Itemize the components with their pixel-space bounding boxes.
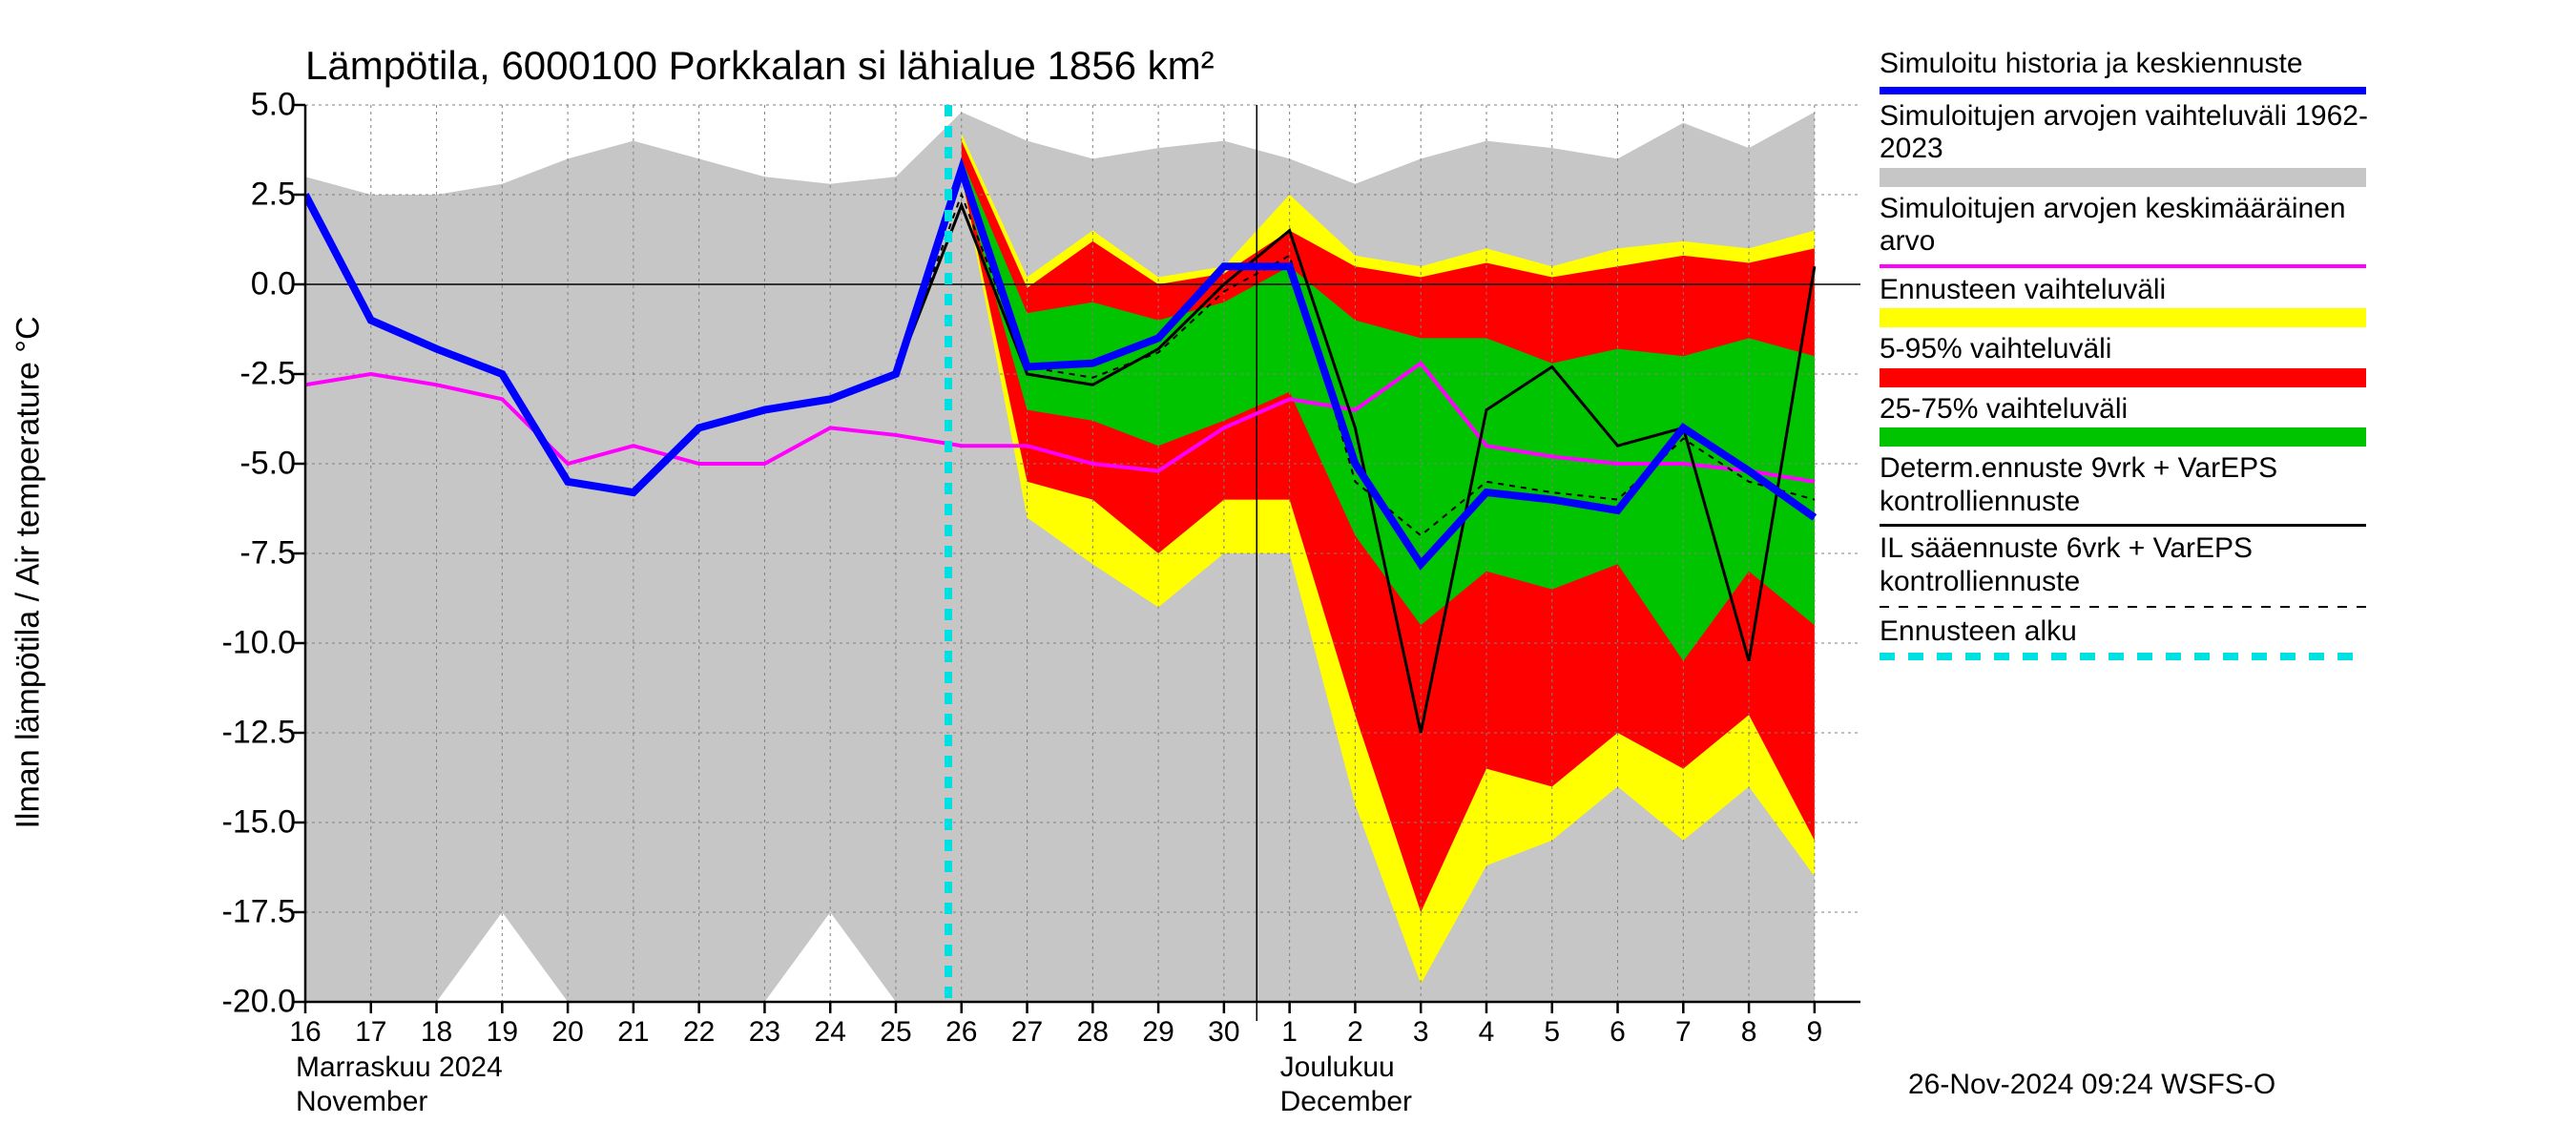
legend-item-blue: Simuloitu historia ja keskiennuste <box>1880 48 2376 94</box>
legend-item-red: 5-95% vaihteluväli <box>1880 333 2376 387</box>
x-tick-label: 28 <box>1077 1016 1109 1049</box>
x-tick-label: 22 <box>683 1016 715 1049</box>
legend-swatch <box>1880 368 2366 387</box>
legend-label: 5-95% vaihteluväli <box>1880 333 2376 366</box>
legend-swatch <box>1880 653 2366 660</box>
x-tick-label: 5 <box>1544 1016 1560 1049</box>
y-tick-label: -15.0 <box>191 804 296 842</box>
chart-title: Lämpötila, 6000100 Porkkalan si lähialue… <box>305 43 1215 89</box>
x-tick-label: 16 <box>289 1016 321 1049</box>
legend-label: Determ.ennuste 9vrk + VarEPS kontrollien… <box>1880 452 2376 518</box>
x-tick-label: 27 <box>1011 1016 1043 1049</box>
legend-label: IL sääennuste 6vrk + VarEPS kontrollienn… <box>1880 532 2376 598</box>
legend-label: Simuloitujen arvojen vaihteluväli 1962-2… <box>1880 100 2376 166</box>
legend-item-grey: Simuloitujen arvojen vaihteluväli 1962-2… <box>1880 100 2376 187</box>
x-tick-label: 7 <box>1675 1016 1692 1049</box>
legend-label: Simuloitu historia ja keskiennuste <box>1880 48 2376 81</box>
legend-item-green: 25-75% vaihteluväli <box>1880 393 2376 448</box>
legend-item-blacksolid: Determ.ennuste 9vrk + VarEPS kontrollien… <box>1880 452 2376 527</box>
x-tick-label: 30 <box>1208 1016 1239 1049</box>
x-tick-label: 1 <box>1281 1016 1298 1049</box>
x-tick-label: 20 <box>551 1016 583 1049</box>
y-tick-label: -5.0 <box>191 446 296 483</box>
x-tick-label: 9 <box>1807 1016 1823 1049</box>
x-tick-label: 23 <box>749 1016 780 1049</box>
x-tick-label: 21 <box>617 1016 649 1049</box>
legend-item-magenta: Simuloitujen arvojen keskimääräinen arvo <box>1880 193 2376 268</box>
x-month-label-en: November <box>296 1086 427 1118</box>
x-tick-label: 17 <box>355 1016 386 1049</box>
y-tick-label: 5.0 <box>191 87 296 124</box>
legend-swatch <box>1880 427 2366 447</box>
legend-label: 25-75% vaihteluväli <box>1880 393 2376 427</box>
x-tick-label: 26 <box>945 1016 977 1049</box>
x-month-label-fi: Marraskuu 2024 <box>296 1051 503 1084</box>
y-tick-label: -20.0 <box>191 984 296 1021</box>
legend-item-blackdash: IL sääennuste 6vrk + VarEPS kontrollienn… <box>1880 532 2376 608</box>
x-tick-label: 4 <box>1479 1016 1495 1049</box>
x-tick-label: 29 <box>1142 1016 1174 1049</box>
x-tick-label: 24 <box>815 1016 846 1049</box>
x-tick-label: 18 <box>421 1016 452 1049</box>
footer-timestamp: 26-Nov-2024 09:24 WSFS-O <box>1908 1069 2275 1101</box>
legend-swatch <box>1880 308 2366 327</box>
legend-swatch <box>1880 264 2366 268</box>
legend-label: Ennusteen alku <box>1880 615 2376 649</box>
legend-swatch <box>1880 168 2366 187</box>
x-tick-label: 3 <box>1413 1016 1429 1049</box>
y-tick-label: -12.5 <box>191 715 296 752</box>
y-tick-label: -10.0 <box>191 625 296 662</box>
y-tick-label: 2.5 <box>191 177 296 214</box>
legend-swatch <box>1880 87 2366 94</box>
chart-container: Lämpötila, 6000100 Porkkalan si lähialue… <box>0 0 2576 1145</box>
x-tick-label: 25 <box>880 1016 911 1049</box>
legend-label: Simuloitujen arvojen keskimääräinen arvo <box>1880 193 2376 259</box>
x-tick-label: 2 <box>1347 1016 1363 1049</box>
x-tick-label: 6 <box>1610 1016 1626 1049</box>
x-tick-label: 8 <box>1741 1016 1757 1049</box>
legend-item-yellow: Ennusteen vaihteluväli <box>1880 274 2376 328</box>
x-month-label-en: December <box>1280 1086 1412 1118</box>
x-month-label-fi: Joulukuu <box>1280 1051 1395 1084</box>
legend-item-cyan: Ennusteen alku <box>1880 615 2376 660</box>
x-tick-label: 19 <box>487 1016 518 1049</box>
legend-swatch <box>1880 524 2366 527</box>
y-tick-label: -2.5 <box>191 356 296 393</box>
legend-swatch <box>1880 606 2366 608</box>
legend: Simuloitu historia ja keskiennuste Simulo… <box>1880 48 2376 666</box>
y-axis-label: Ilman lämpötila / Air temperature °C <box>10 316 48 828</box>
y-tick-label: -17.5 <box>191 894 296 931</box>
y-tick-label: -7.5 <box>191 535 296 572</box>
legend-label: Ennusteen vaihteluväli <box>1880 274 2376 307</box>
y-tick-label: 0.0 <box>191 266 296 303</box>
